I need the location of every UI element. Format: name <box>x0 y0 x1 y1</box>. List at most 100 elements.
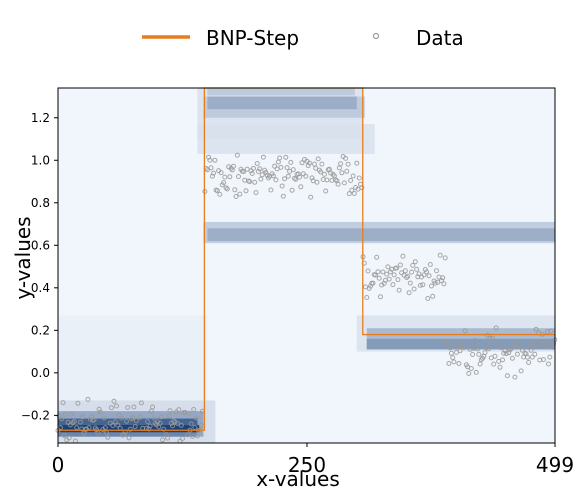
data-point <box>129 416 134 422</box>
data-point <box>502 348 508 354</box>
y-tick-label: 0.0 <box>31 366 50 380</box>
data-point <box>299 160 305 166</box>
data-point <box>145 419 151 424</box>
data-point <box>482 350 488 356</box>
data-point <box>548 328 554 334</box>
data-point <box>365 268 371 274</box>
data-point <box>447 345 453 351</box>
data-point <box>427 262 433 267</box>
y-tick-label: 0.8 <box>31 196 50 210</box>
data-point <box>373 272 378 278</box>
heat-band <box>58 418 198 425</box>
data-point <box>385 264 391 270</box>
x-tick-label: 499 <box>536 453 574 477</box>
data-point <box>434 268 439 274</box>
data-point <box>394 265 400 271</box>
data-point <box>336 165 342 171</box>
data-point <box>217 191 223 197</box>
data-point <box>547 354 553 360</box>
data-point <box>56 413 62 419</box>
data-point <box>407 280 413 286</box>
data-point <box>442 255 448 261</box>
y-tick-label: 0.2 <box>31 323 50 337</box>
data-point <box>414 266 420 272</box>
data-point <box>541 357 546 363</box>
data-point <box>323 188 329 194</box>
data-point <box>234 152 240 158</box>
data-point <box>364 295 370 300</box>
data-point <box>211 170 217 176</box>
data-point <box>222 174 228 180</box>
data-point <box>297 174 302 180</box>
data-point <box>439 278 444 284</box>
data-point <box>412 259 418 265</box>
data-point <box>446 361 452 366</box>
x-tick-label: 250 <box>288 453 326 477</box>
legend-data-marker <box>372 32 380 40</box>
data-point <box>349 187 355 193</box>
data-point <box>223 185 229 191</box>
data-point <box>509 355 515 361</box>
data-point <box>443 340 449 346</box>
data-point <box>384 271 390 277</box>
data-point <box>124 418 129 424</box>
data-point <box>309 175 315 181</box>
data-point <box>430 293 436 299</box>
data-point <box>63 411 68 417</box>
data-point <box>259 172 265 178</box>
data-point <box>80 414 86 420</box>
data-point <box>468 366 474 371</box>
data-point <box>273 177 279 183</box>
data-point <box>359 185 365 191</box>
data-point <box>531 343 537 349</box>
data-point <box>130 415 136 421</box>
data-point <box>524 354 530 360</box>
data-point <box>313 165 319 171</box>
data-point <box>476 351 482 357</box>
data-point <box>533 326 539 332</box>
data-point <box>279 183 285 189</box>
data-point <box>491 361 497 367</box>
data-point <box>237 191 243 197</box>
data-point <box>448 350 454 356</box>
data-point <box>115 422 121 428</box>
data-point <box>147 423 153 429</box>
data-point <box>375 269 381 275</box>
data-point <box>485 332 490 338</box>
plot-area <box>55 87 558 444</box>
data-point <box>425 296 431 301</box>
data-point <box>186 410 192 416</box>
heat-band <box>207 96 357 110</box>
data-point <box>121 432 127 438</box>
y-tick-label: −0.2 <box>21 408 50 422</box>
data-point <box>131 404 137 410</box>
heat-band <box>197 124 375 154</box>
data-point <box>411 286 417 292</box>
data-point <box>158 414 164 420</box>
data-point <box>255 169 261 174</box>
data-point <box>77 419 83 425</box>
data-point <box>417 282 423 288</box>
data-point <box>251 165 256 171</box>
data-point <box>404 275 410 280</box>
data-point <box>492 353 498 359</box>
data-point <box>345 161 351 167</box>
data-point <box>272 163 278 169</box>
data-point <box>101 415 107 421</box>
heat-band <box>58 432 197 437</box>
data-point <box>193 415 199 421</box>
data-point <box>214 188 220 194</box>
data-point <box>150 404 156 410</box>
data-point <box>151 415 157 421</box>
data-point <box>324 177 330 183</box>
data-point <box>60 400 66 406</box>
data-point <box>416 271 422 277</box>
data-point <box>354 160 360 166</box>
data-point <box>194 433 200 439</box>
data-point <box>461 344 467 350</box>
data-point <box>437 252 443 258</box>
data-point <box>490 335 495 341</box>
data-point <box>75 400 81 406</box>
data-point <box>395 277 401 283</box>
